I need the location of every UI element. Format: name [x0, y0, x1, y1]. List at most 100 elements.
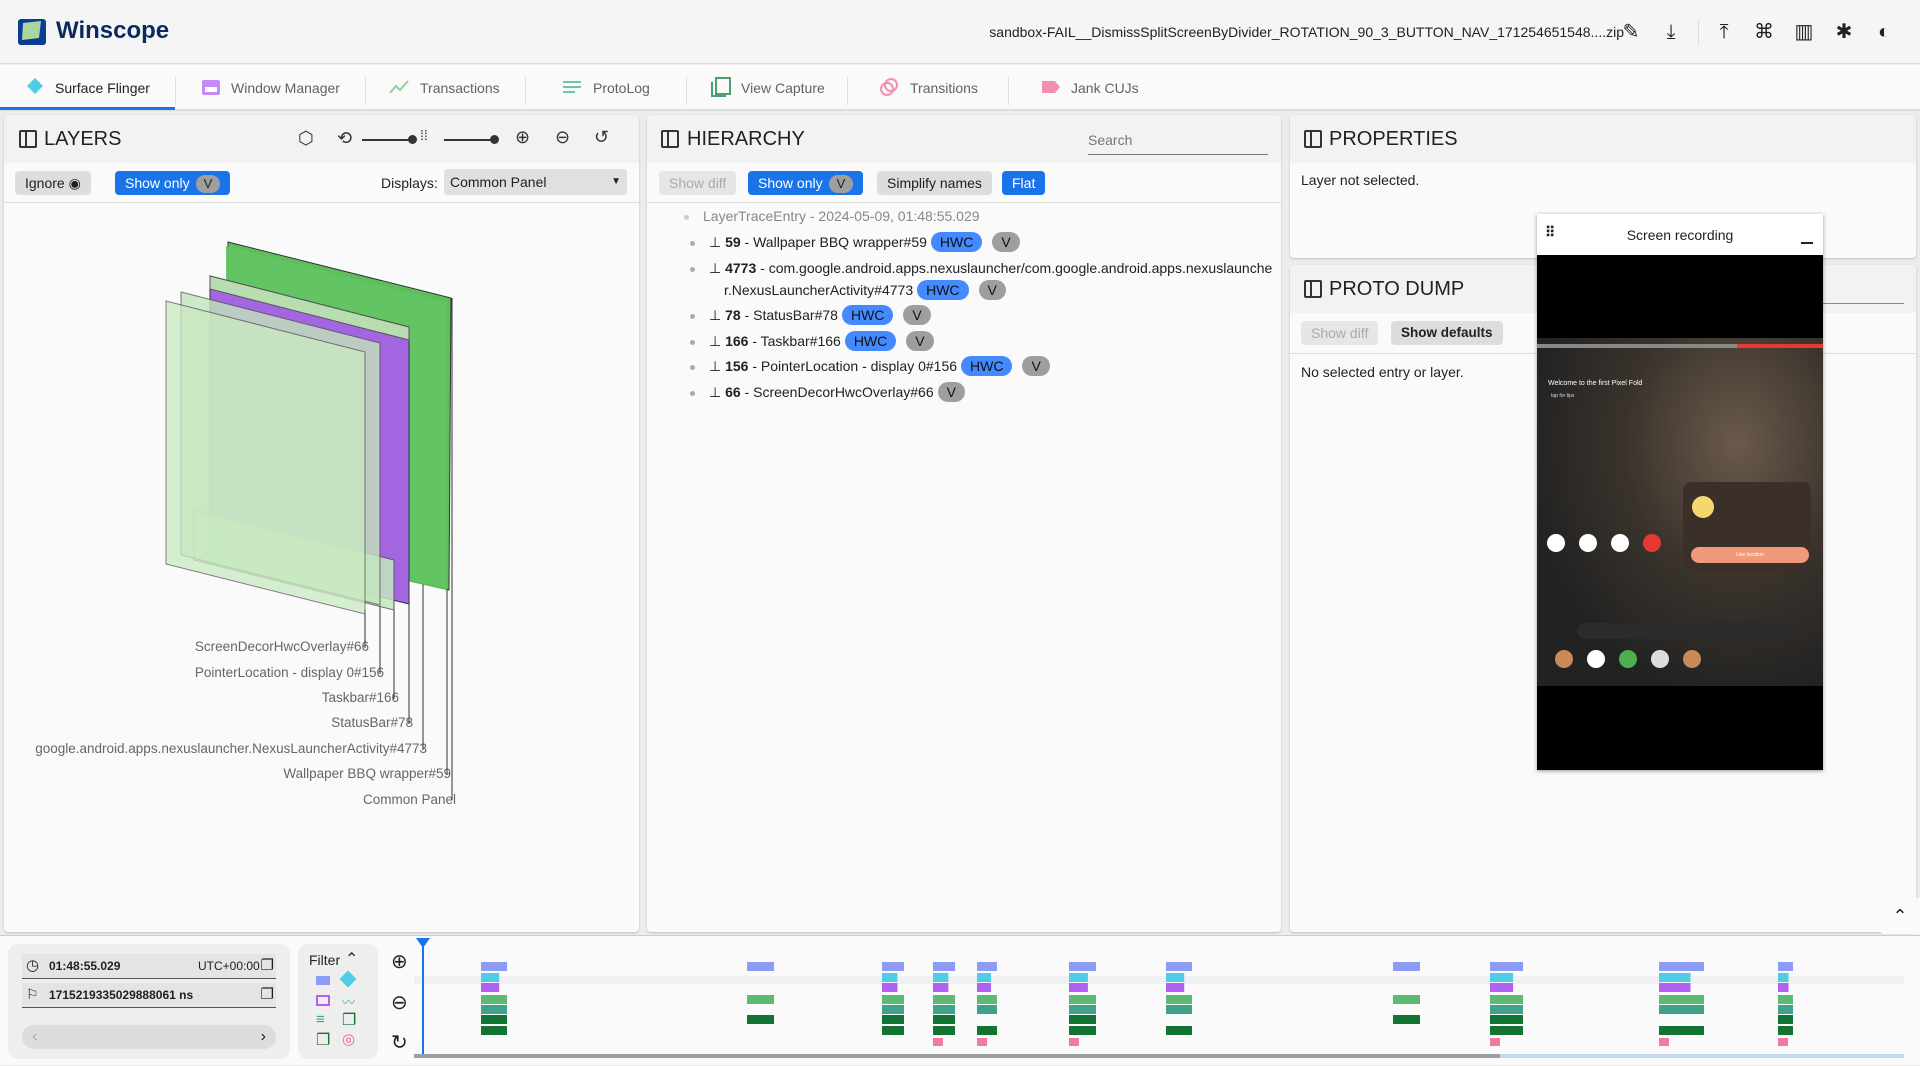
timeline-entry-wm[interactable]	[1778, 962, 1793, 971]
tab-protolog[interactable]: ProtoLog	[593, 80, 650, 96]
timeline-entry-sf[interactable]	[1166, 973, 1185, 982]
timeline-entry-vc[interactable]	[1166, 983, 1185, 992]
timeline-entry-wm[interactable]	[1166, 962, 1192, 971]
timeline-entry-tr[interactable]	[933, 1038, 943, 1046]
tree-item[interactable]: ⊥ 156 - PointerLocation - display 0#156 H…	[690, 356, 1050, 376]
tab-transitions[interactable]: Transitions	[910, 80, 978, 96]
tree-item[interactable]: ⊥ 78 - StatusBar#78 HWC V	[690, 305, 931, 325]
timeline-scrollbar[interactable]	[414, 1054, 1904, 1058]
timeline-entry-d2[interactable]	[933, 1026, 955, 1035]
timeline-entry-tx[interactable]	[747, 995, 774, 1004]
tree-item[interactable]: ⊥ 59 - Wallpaper BBQ wrapper#59 HWC V	[690, 232, 1020, 252]
timeline-entry-sf[interactable]	[1659, 973, 1691, 982]
minimize-icon[interactable]	[1801, 242, 1813, 244]
timeline-entry-tr[interactable]	[1069, 1038, 1079, 1046]
view-capture-filter-icon[interactable]: ❐	[316, 1032, 331, 1049]
collapse-icon[interactable]	[1304, 280, 1322, 298]
timeline-entry-tr[interactable]	[977, 1038, 987, 1046]
spacing-slider[interactable]	[444, 139, 496, 141]
timeline-entry-pl[interactable]	[933, 1005, 955, 1014]
timeline-entry-d1[interactable]	[1069, 1015, 1096, 1024]
timeline-entry-pl[interactable]	[1659, 1005, 1704, 1014]
timeline-entry-sf[interactable]	[977, 973, 991, 982]
timeline-entry-vc[interactable]	[1069, 983, 1088, 992]
timeline-entry-d2[interactable]	[882, 1026, 904, 1035]
edit-icon[interactable]: ✎	[1622, 21, 1640, 43]
timeline-entry-vc[interactable]	[882, 983, 898, 992]
proto-search-input[interactable]	[1822, 303, 1904, 304]
flat-button[interactable]: Flat	[1002, 171, 1046, 195]
show-diff-button[interactable]: Show diff	[659, 171, 737, 195]
rotate-icon[interactable]: ⟲	[337, 128, 353, 148]
time-field[interactable]: ◷ 01:48:55.029 UTC+00:00 ❐	[22, 954, 276, 979]
timeline-entry-wm[interactable]	[933, 962, 955, 971]
timeline-cursor-handle[interactable]	[416, 938, 430, 948]
timeline-entry-sf[interactable]	[933, 973, 949, 982]
filter-label[interactable]: Filter	[309, 952, 341, 968]
timeline-entry-pl[interactable]	[882, 1005, 904, 1014]
tree-item[interactable]: ⊥ 166 - Taskbar#166 HWC V	[690, 331, 934, 351]
layer-label[interactable]: StatusBar#78	[331, 715, 413, 730]
timeline-entry-wm[interactable]	[1393, 962, 1420, 971]
ignore-button[interactable]: Ignore ◉	[15, 171, 91, 195]
timeline-entry-vc[interactable]	[1490, 983, 1514, 992]
timeline-entry-pl[interactable]	[1069, 1005, 1096, 1014]
tree-item-cont[interactable]: r.NexusLauncherActivity#4773 HWC V	[724, 280, 1006, 300]
copy-icon[interactable]: ❐	[260, 957, 274, 974]
cube-icon[interactable]: ⬡	[298, 128, 314, 148]
timeline-entry-wm[interactable]	[977, 962, 997, 971]
layer-label[interactable]: PointerLocation - display 0#156	[194, 665, 384, 680]
show-defaults-button[interactable]: Show defaults	[1391, 321, 1503, 345]
show-only-button[interactable]: Show only V	[748, 171, 864, 195]
timeline-entry-tr[interactable]	[1490, 1038, 1500, 1046]
collapse-icon[interactable]	[661, 130, 679, 148]
docs-icon[interactable]: ▥	[1794, 21, 1814, 43]
timeline-entry-vc[interactable]	[1778, 983, 1789, 992]
timeline-entry-wm[interactable]	[1490, 962, 1523, 971]
prev-entry-icon[interactable]: ‹	[32, 1028, 38, 1045]
timeline-entry-d1[interactable]	[1778, 1015, 1793, 1024]
timeline-entry-d1[interactable]	[1490, 1015, 1523, 1024]
timeline-entry-d1[interactable]	[933, 1015, 955, 1024]
timeline-entry-tx[interactable]	[1659, 995, 1704, 1004]
collapse-icon[interactable]	[19, 130, 37, 148]
zoom-in-icon[interactable]: ⊕	[515, 127, 531, 147]
timeline-entry-pl[interactable]	[977, 1005, 997, 1014]
timeline-entry-sf[interactable]	[1069, 973, 1088, 982]
layer-label[interactable]: ScreenDecorHwcOverlay#66	[194, 639, 369, 654]
search-input[interactable]	[1088, 125, 1268, 155]
timeline-entry-vc[interactable]	[1659, 983, 1691, 992]
timeline-entry-d1[interactable]	[882, 1015, 904, 1024]
timeline-entry-wm[interactable]	[747, 962, 774, 971]
timeline-entry-vc[interactable]	[481, 983, 500, 992]
timeline-entry-wm[interactable]	[882, 962, 904, 971]
timeline-entry-d2[interactable]	[1778, 1026, 1793, 1035]
timeline-entry-pl[interactable]	[1490, 1005, 1523, 1014]
timeline-entry-vc[interactable]	[977, 983, 991, 992]
timeline-entry-d2[interactable]	[1069, 1026, 1096, 1035]
timeline-entry-pl[interactable]	[1778, 1005, 1793, 1014]
tree-item[interactable]: ⊥ 66 - ScreenDecorHwcOverlay#66 V	[690, 382, 965, 402]
timeline-entry-d1[interactable]	[1393, 1015, 1420, 1024]
timeline-entry-tr[interactable]	[1659, 1038, 1669, 1046]
timeline-entry-d1[interactable]	[481, 1015, 507, 1024]
chevron-up-icon[interactable]: ⌃	[345, 951, 359, 968]
tree-item[interactable]: ⊥ 4773 - com.google.android.apps.nexusla…	[690, 260, 1272, 277]
shortcut-icon[interactable]: ⌘	[1754, 21, 1774, 43]
timeline-entry-d2[interactable]	[1659, 1026, 1704, 1035]
timeline-entry-sf[interactable]	[1778, 973, 1789, 982]
collapse-timeline-icon[interactable]: ⌃	[1880, 898, 1920, 934]
timeline-entry-d2[interactable]	[1490, 1026, 1523, 1035]
timeline-entry-vc[interactable]	[933, 983, 949, 992]
reset-zoom-icon[interactable]: ↻	[391, 1032, 408, 1054]
timeline-entry-pl[interactable]	[481, 1005, 507, 1014]
timeline-entry-d2[interactable]	[481, 1026, 507, 1035]
screen-recording-window[interactable]: ⠿ Screen recording Welcome to the first …	[1537, 214, 1823, 770]
timeline-entry-tx[interactable]	[1778, 995, 1793, 1004]
layer-label[interactable]: Common Panel	[362, 792, 456, 807]
download-icon[interactable]: ⤓	[1666, 21, 1676, 43]
show-only-button[interactable]: Show only V	[115, 171, 231, 195]
tab-surface-flinger[interactable]: Surface Flinger	[55, 80, 150, 96]
zoom-in-icon[interactable]: ⊕	[391, 951, 408, 973]
view-capture-filter-icon[interactable]: ❐	[342, 1012, 357, 1029]
